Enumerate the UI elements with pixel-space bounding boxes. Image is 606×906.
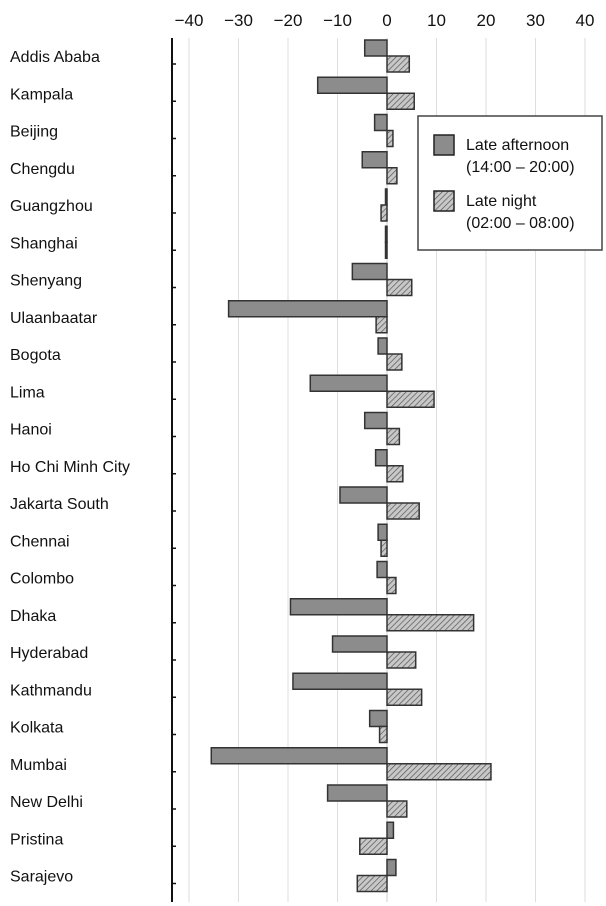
category-label: Bogota (10, 347, 61, 364)
category-label: Mumbai (10, 757, 67, 774)
category-label: Colombo (10, 571, 74, 588)
x-tick-label: 10 (427, 11, 446, 30)
category-label: Shenyang (10, 273, 82, 290)
bar-late-night (386, 55, 411, 73)
category-label: Pristina (10, 831, 63, 848)
bar-late-night (386, 614, 475, 632)
category-label: Addis Ababa (10, 49, 100, 66)
bar-late-afternoon (384, 188, 388, 206)
bar-late-night (386, 763, 492, 781)
x-tick-label: 20 (477, 11, 496, 30)
bar-late-afternoon (384, 225, 388, 243)
category-label: Kampala (10, 86, 73, 103)
legend: Late afternoon (14:00 – 20:00) Late night (… (417, 115, 603, 251)
category-label: Dhaka (10, 608, 56, 625)
bar-late-night (386, 800, 408, 818)
bar-late-night (386, 167, 398, 185)
x-tick-label: −30 (224, 11, 253, 30)
category-label: Beijing (10, 124, 58, 141)
bar-late-afternoon (351, 262, 388, 281)
category-label: Jakarta South (10, 496, 109, 513)
category-label: Kolkata (10, 720, 63, 737)
category-label: Chengdu (10, 161, 75, 178)
bar-late-afternoon (386, 821, 395, 839)
category-label: Kathmandu (10, 682, 92, 699)
bar-late-afternoon (363, 39, 388, 57)
x-tick-label: −10 (323, 11, 352, 30)
legend-swatch-late-night (433, 190, 455, 212)
bar-late-night (386, 390, 435, 408)
bar-late-afternoon (339, 486, 388, 504)
category-label: Sarajevo (10, 869, 73, 886)
x-tick-label: −40 (175, 11, 204, 30)
bar-late-night (386, 92, 415, 110)
bar-late-afternoon (363, 411, 388, 430)
category-label: Lima (10, 384, 45, 401)
bar-late-afternoon (361, 151, 388, 169)
bar-late-afternoon (227, 300, 388, 318)
bar-late-afternoon (326, 784, 388, 802)
x-tick-label: 0 (382, 11, 391, 30)
x-tick-label: −20 (274, 11, 303, 30)
x-axis: −40 −30 −20 −10 0 10 20 30 40 (175, 11, 595, 30)
bar-late-night (386, 427, 401, 446)
bar-late-afternoon (210, 747, 388, 765)
bar-late-night (386, 576, 397, 595)
bar-late-night (386, 465, 404, 483)
legend-label-late-afternoon: Late afternoon (466, 137, 569, 154)
category-label: Ho Chi Minh City (10, 459, 130, 476)
bar-late-night (384, 241, 388, 259)
bar-late-afternoon (386, 858, 397, 877)
bar-late-afternoon (289, 598, 388, 616)
bar-late-afternoon (331, 635, 388, 653)
bars (210, 39, 492, 893)
bar-late-afternoon (309, 374, 388, 392)
bar-late-night (386, 129, 394, 148)
category-label: Shanghai (10, 235, 78, 252)
category-label: New Delhi (10, 794, 83, 811)
legend-label-late-night: (02:00 – 08:00) (466, 215, 575, 232)
bar-late-night (386, 688, 423, 706)
x-tick-label: 40 (576, 11, 595, 30)
bar-late-afternoon (292, 672, 388, 690)
bar-late-afternoon (373, 113, 388, 132)
bar-late-night (386, 502, 420, 520)
bar-late-afternoon (316, 76, 388, 94)
bar-late-night (386, 278, 413, 297)
bar-late-night (386, 353, 403, 371)
bar-late-night (380, 539, 388, 557)
bar-late-night (378, 725, 388, 744)
category-label: Hanoi (10, 422, 52, 439)
y-axis: Addis Ababa Kampala Beijing Chengdu Guangzho… (10, 38, 176, 902)
bar-late-night (386, 651, 417, 669)
bar-late-night (380, 204, 388, 222)
bar-late-afternoon (377, 523, 388, 541)
category-label: Chennai (10, 533, 70, 550)
legend-label-late-afternoon: (14:00 – 20:00) (466, 159, 575, 176)
category-label: Guangzhou (10, 198, 93, 215)
bar-late-night (356, 874, 388, 893)
bar-late-night (359, 837, 388, 855)
bar-late-afternoon (374, 449, 388, 467)
legend-label-late-night: Late night (466, 193, 537, 210)
bar-late-afternoon (376, 560, 388, 579)
x-tick-label: 30 (526, 11, 545, 30)
category-label: Ulaanbaatar (10, 310, 98, 327)
category-label: Hyderabad (10, 645, 88, 662)
bar-late-afternoon (377, 337, 388, 355)
bar-late-afternoon (368, 709, 388, 728)
legend-swatch-late-afternoon (433, 134, 455, 156)
bar-late-night (375, 316, 388, 334)
